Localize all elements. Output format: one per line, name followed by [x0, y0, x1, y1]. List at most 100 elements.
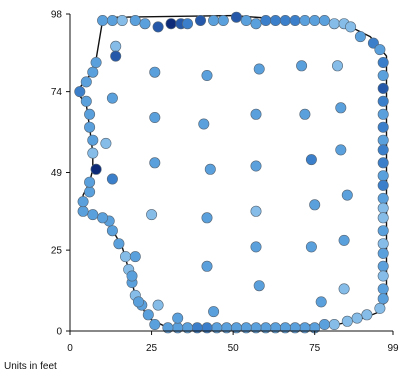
data-point-49: [374, 302, 386, 314]
data-point-71: [149, 318, 161, 330]
data-point-107: [250, 108, 262, 120]
data-point-129: [338, 283, 350, 295]
data-point-112: [204, 163, 216, 175]
data-point-46: [377, 270, 389, 282]
data-point-86: [84, 176, 96, 188]
points-layer: [74, 11, 389, 334]
data-point-122: [250, 241, 262, 253]
data-point-3: [129, 15, 141, 26]
data-point-20: [309, 15, 321, 26]
data-point-132: [208, 306, 220, 318]
data-point-70: [162, 322, 174, 334]
data-point-119: [250, 205, 262, 217]
data-point-121: [341, 189, 353, 201]
data-point-34: [377, 134, 389, 146]
data-point-21: [318, 15, 330, 26]
data-point-43: [377, 238, 389, 250]
data-point-28: [377, 56, 389, 68]
data-point-103: [331, 60, 343, 72]
data-point-16: [269, 15, 281, 26]
data-point-0: [97, 15, 109, 26]
data-point-113: [250, 160, 262, 172]
data-point-91: [84, 108, 96, 120]
data-point-133: [315, 296, 327, 308]
data-point-19: [299, 15, 311, 26]
data-point-120: [309, 199, 321, 211]
data-point-37: [377, 170, 389, 182]
data-point-44: [377, 247, 389, 259]
data-point-100: [201, 70, 213, 82]
data-point-104: [106, 92, 118, 104]
data-point-18: [289, 15, 301, 26]
data-point-123: [305, 241, 317, 253]
data-point-36: [377, 157, 389, 169]
data-point-92: [80, 95, 92, 107]
data-point-79: [106, 225, 118, 237]
data-point-48: [377, 293, 389, 305]
x-tick-label-3: 75: [309, 343, 321, 354]
data-point-29: [377, 70, 389, 82]
data-point-85: [84, 186, 96, 198]
data-point-127: [126, 270, 138, 282]
data-point-1: [106, 15, 118, 26]
data-point-115: [335, 144, 347, 156]
data-point-90: [84, 121, 96, 133]
data-point-6: [165, 18, 177, 30]
data-point-5: [152, 21, 164, 33]
data-point-128: [253, 280, 265, 292]
data-point-105: [149, 112, 161, 124]
data-point-4: [139, 18, 151, 30]
data-point-53: [328, 318, 340, 330]
data-point-95: [87, 66, 99, 78]
data-point-51: [351, 312, 363, 324]
x-axis-label: Units in feet: [4, 361, 57, 372]
y-tick-label-4: 98: [51, 10, 63, 21]
y-tick-label-2: 49: [51, 168, 63, 179]
data-point-82: [87, 209, 99, 221]
data-point-10: [208, 15, 220, 26]
data-point-94: [80, 76, 92, 88]
axes-layer: 0 25 49 74 98 0 25 50 75 99: [51, 10, 399, 355]
data-point-108: [299, 108, 311, 120]
data-point-88: [87, 147, 99, 159]
data-point-83: [77, 205, 89, 217]
data-point-35: [377, 144, 389, 156]
y-tick-label-0: 0: [56, 327, 62, 338]
data-point-42: [377, 225, 389, 237]
data-point-117: [146, 209, 158, 221]
data-point-39: [377, 192, 389, 204]
data-point-24: [345, 21, 357, 33]
data-point-22: [328, 18, 340, 30]
data-point-54: [318, 318, 330, 330]
data-point-114: [305, 154, 317, 166]
data-point-41: [377, 212, 389, 224]
data-point-11: [217, 15, 229, 26]
data-point-25: [354, 31, 366, 43]
data-point-15: [260, 15, 272, 26]
data-point-134: [172, 312, 184, 324]
data-point-110: [100, 137, 112, 149]
x-tick-label-1: 25: [146, 343, 158, 354]
data-point-8: [182, 18, 194, 30]
data-point-33: [377, 121, 389, 133]
data-point-13: [240, 15, 252, 26]
data-point-9: [195, 15, 207, 26]
data-point-118: [201, 212, 213, 224]
data-point-78: [113, 238, 125, 250]
data-point-47: [377, 283, 389, 295]
data-point-72: [142, 309, 154, 321]
data-point-2: [116, 15, 128, 26]
x-tick-label-2: 50: [228, 343, 240, 354]
data-point-89: [87, 134, 99, 146]
data-point-31: [377, 95, 389, 107]
data-point-17: [279, 15, 291, 26]
data-point-40: [377, 202, 389, 214]
data-point-130: [133, 296, 145, 308]
data-point-124: [338, 234, 350, 246]
data-point-125: [129, 251, 141, 263]
data-point-32: [377, 108, 389, 120]
data-point-45: [377, 260, 389, 272]
data-point-81: [97, 212, 109, 224]
